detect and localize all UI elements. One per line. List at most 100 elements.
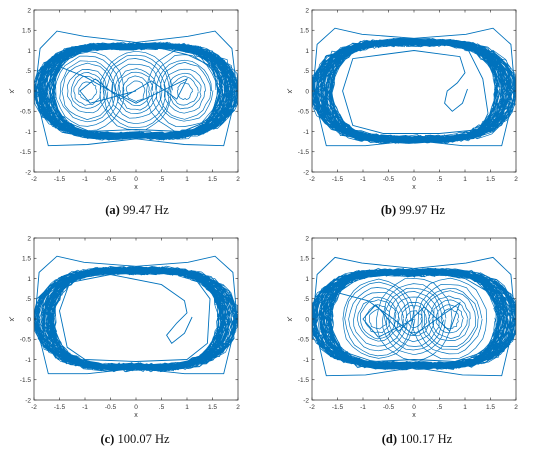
trajectory-inner-loops	[342, 277, 488, 362]
y-tick-label: -0.5	[298, 109, 310, 116]
y-axis-label: x'	[9, 89, 16, 94]
x-tick-label: -1	[360, 404, 366, 411]
trajectory-line	[312, 27, 516, 147]
x-tick-label: 1	[463, 176, 467, 183]
caption-b: (b) 99.97 Hz	[278, 203, 548, 218]
x-tick-label: 1.5	[486, 404, 495, 411]
x-tick-label: -1.5	[54, 176, 66, 183]
y-tick-label: -2	[303, 397, 309, 404]
y-tick-label: -1	[303, 357, 309, 364]
trajectory-inner-loops	[50, 48, 224, 133]
panel-d: -2 -1.5 -1 -0.5 0 .5 1 1.5 2 -2 -1.5 -1 -0.5 0 .5 1 1.5 2…	[278, 228, 550, 453]
x-tick-label: -0.5	[105, 176, 117, 183]
x-tick-label: 0	[134, 404, 138, 411]
y-tick-label: .5	[304, 68, 310, 75]
caption-b-text: 99.97 Hz	[399, 203, 446, 217]
x-tick-label: .5	[437, 404, 443, 411]
y-tick-label: -1.5	[20, 149, 32, 156]
x-tick-label: -1	[82, 176, 88, 183]
x-tick-label: 0	[134, 176, 138, 183]
y-tick-label: 2	[27, 7, 31, 14]
y-tick-label: .5	[26, 68, 32, 75]
y-tick-label: 1	[305, 48, 309, 55]
y-tick-label: 1.5	[300, 28, 309, 35]
y-tick-label: -1	[25, 357, 31, 364]
y-tick-label: -0.5	[20, 109, 32, 116]
y-tick-label: 2	[27, 235, 31, 242]
y-tick-label: .5	[26, 296, 32, 303]
x-tick-label: 1.5	[208, 404, 217, 411]
trajectory-group	[312, 27, 516, 147]
y-tick-label: 1	[27, 48, 31, 55]
panel-a: -2 -1.5 -1 -0.5 0 .5 1 1.5 2 -2 -1.5 -1 -0.5 0 .5 1 1.5 2…	[0, 0, 275, 226]
y-tick-label: -1	[303, 129, 309, 136]
y-tick-label: 1	[305, 276, 309, 283]
x-tick-label: 1	[185, 404, 189, 411]
x-tick-label: 1	[185, 176, 189, 183]
x-tick-label: -2	[31, 176, 37, 183]
y-axis-label: x'	[287, 317, 294, 322]
trajectory-band	[34, 265, 238, 373]
x-axis-label: x	[134, 184, 138, 191]
y-tick-label: -2	[303, 169, 309, 176]
axes-box	[33, 237, 239, 401]
x-tick-label: 1.5	[208, 176, 217, 183]
caption-d: (d) 100.17 Hz	[282, 432, 550, 447]
x-tick-label: -1.5	[54, 404, 66, 411]
x-tick-label: 2	[236, 176, 240, 183]
x-tick-label: -2	[31, 404, 37, 411]
caption-b-letter: (b)	[380, 203, 397, 217]
x-axis-label: x	[412, 412, 416, 419]
y-tick-label: -1.5	[298, 377, 310, 384]
x-tick-label: -2	[309, 404, 315, 411]
x-tick-label: .5	[159, 404, 165, 411]
y-tick-label: -0.5	[20, 337, 32, 344]
y-tick-label: 1	[27, 276, 31, 283]
x-tick-label: -1	[360, 176, 366, 183]
y-tick-label: .5	[304, 296, 310, 303]
y-tick-label: 0	[305, 88, 309, 95]
x-tick-label: 2	[514, 176, 518, 183]
y-tick-label: -0.5	[298, 337, 310, 344]
x-tick-label: -1.5	[332, 176, 344, 183]
caption-c: (c) 100.07 Hz	[0, 432, 270, 447]
x-tick-label: -2	[309, 176, 315, 183]
phase-plot-a: -2 -1.5 -1 -0.5 0 .5 1 1.5 2 -2 -1.5 -1 -0.5 0 .5 1 1.5 2…	[9, 7, 240, 191]
x-tick-label: 0	[412, 404, 416, 411]
caption-a-text: 99.47 Hz	[122, 203, 169, 217]
panel-c: -2 -1.5 -1 -0.5 0 .5 1 1.5 2 -2 -1.5 -1 -0.5 0 .5 1 1.5 2…	[0, 228, 275, 453]
y-tick-label: 1.5	[22, 256, 31, 263]
trajectory-band	[34, 41, 238, 141]
trajectory-group	[34, 255, 238, 375]
x-tick-label: 1	[463, 404, 467, 411]
y-tick-label: -2	[25, 397, 31, 404]
x-tick-label: -0.5	[105, 404, 117, 411]
trajectory-group	[312, 256, 516, 377]
x-tick-label: 2	[236, 404, 240, 411]
x-tick-label: -1	[82, 404, 88, 411]
y-tick-label: 2	[305, 235, 309, 242]
phase-plot-d: -2 -1.5 -1 -0.5 0 .5 1 1.5 2 -2 -1.5 -1 -0.5 0 .5 1 1.5 2…	[287, 235, 518, 419]
y-tick-label: -2	[25, 169, 31, 176]
trajectory-group	[34, 30, 238, 147]
y-tick-label: -1	[25, 129, 31, 136]
y-tick-label: -1.5	[20, 377, 32, 384]
y-axis-label: x'	[287, 89, 294, 94]
y-tick-label: 2	[305, 7, 309, 14]
x-axis-label: x	[412, 184, 416, 191]
x-tick-label: -0.5	[383, 176, 395, 183]
x-tick-label: 1.5	[486, 176, 495, 183]
caption-d-text: 100.17 Hz	[400, 432, 453, 446]
caption-a-letter: (a)	[105, 203, 120, 217]
x-tick-label: -1.5	[332, 404, 344, 411]
trajectory-band	[312, 37, 516, 145]
caption-c-letter: (c)	[100, 432, 115, 446]
y-axis-label: x'	[9, 317, 16, 322]
y-tick-label: -1.5	[298, 149, 310, 156]
x-tick-label: .5	[159, 176, 165, 183]
caption-c-text: 100.07 Hz	[117, 432, 170, 446]
x-tick-label: 0	[412, 176, 416, 183]
x-tick-label: .5	[437, 176, 443, 183]
x-tick-label: 2	[514, 404, 518, 411]
y-tick-label: 0	[27, 88, 31, 95]
